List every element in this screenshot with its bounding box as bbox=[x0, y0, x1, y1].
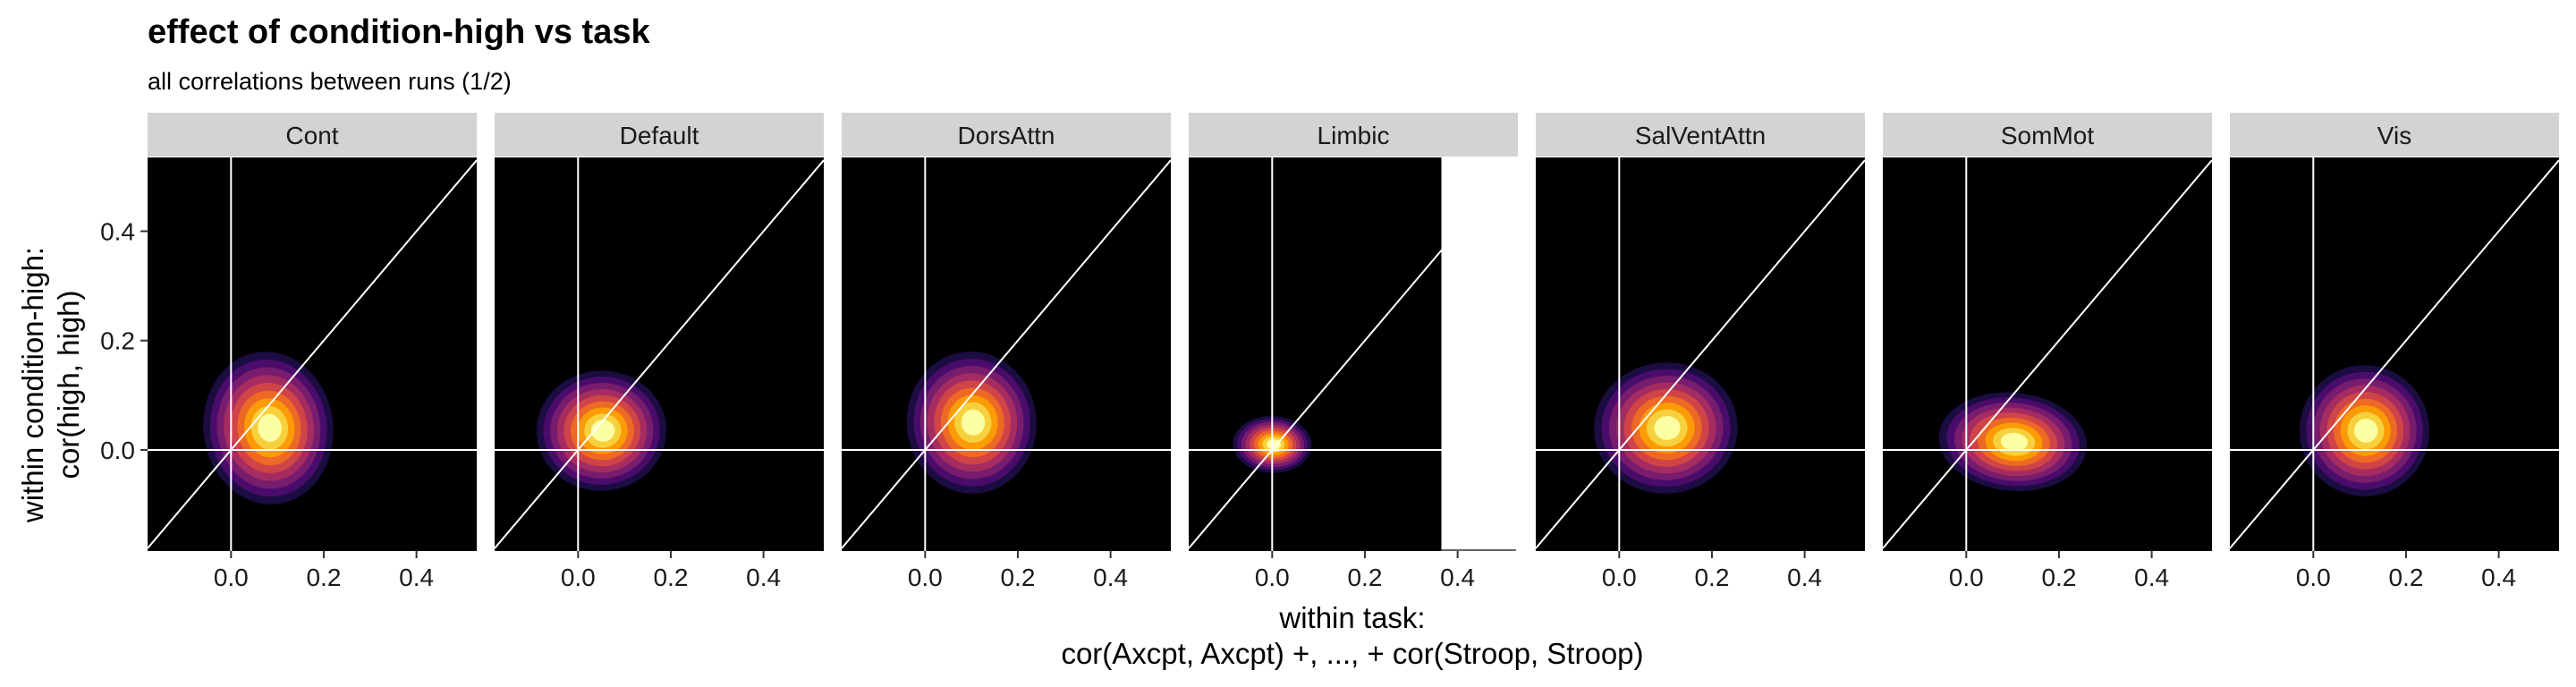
ref-line-diagonal bbox=[1883, 159, 2212, 549]
ref-line-diagonal bbox=[148, 159, 477, 549]
x-tick-label: 0.0 bbox=[908, 564, 943, 591]
y-tick-label: 0.0 bbox=[100, 437, 135, 464]
x-tick-label: 0.0 bbox=[1949, 564, 1984, 591]
density-contours bbox=[2299, 365, 2430, 496]
facet-sommot: SomMot 0.0 0.2 0.4 bbox=[1883, 113, 2212, 591]
x-tick-label: 0.4 bbox=[746, 564, 781, 591]
density-level-9 bbox=[1654, 416, 1681, 440]
facet-default: Default 0.0 0.2 0.4 bbox=[495, 113, 824, 591]
ref-line-diagonal bbox=[1536, 159, 1865, 549]
x-tick-label: 0.4 bbox=[399, 564, 434, 591]
x-tick-label: 0.2 bbox=[653, 564, 688, 591]
x-tick-label: 0.2 bbox=[1694, 564, 1729, 591]
x-tick-label: 0.2 bbox=[2388, 564, 2423, 591]
x-tick-label: 0.4 bbox=[1787, 564, 1822, 591]
y-axis-title-line2: cor(high, high) bbox=[52, 291, 85, 479]
facet-salventattn: SalVentAttn 0.0 0.2 0.4 bbox=[1536, 113, 1865, 591]
y-axis: 0.0 0.2 0.4 bbox=[100, 218, 148, 464]
facet-strip bbox=[842, 113, 1171, 157]
facet-strip bbox=[2230, 113, 2559, 157]
facet-vis: Vis 0.0 0.2 0.4 bbox=[2230, 113, 2559, 591]
facet-panels: Cont 0.0 0.2 0.4 Default 0.0 0.2 0.4 DorsAttn 0.0… bbox=[148, 113, 2559, 591]
ref-line-diagonal bbox=[1189, 249, 1442, 549]
facet-strip bbox=[1189, 113, 1518, 157]
facet-strip bbox=[1536, 113, 1865, 157]
facet-limbic: Limbic 0.0 0.2 0.4 bbox=[1189, 113, 1518, 591]
y-tick-label: 0.4 bbox=[100, 218, 135, 246]
density-level-9 bbox=[2000, 432, 2029, 452]
x-tick-label: 0.0 bbox=[561, 564, 596, 591]
facet-strip-label: Limbic bbox=[1318, 122, 1390, 149]
ref-line-diagonal bbox=[2230, 159, 2559, 549]
density-contours bbox=[906, 351, 1037, 494]
x-tick-label: 0.0 bbox=[1255, 564, 1290, 591]
facet-strip bbox=[148, 113, 477, 157]
facet-strip-label: DorsAttn bbox=[958, 122, 1055, 149]
density-contours bbox=[1938, 392, 2088, 492]
x-tick-label: 0.2 bbox=[1347, 564, 1382, 591]
y-tick-label: 0.2 bbox=[100, 327, 135, 355]
facet-cont: Cont 0.0 0.2 0.4 bbox=[148, 113, 477, 591]
x-axis-title-line1: within task: bbox=[1278, 601, 1425, 634]
x-axis-title-line2: cor(Axcpt, Axcpt) +, ..., + cor(Stroop, … bbox=[1061, 637, 1643, 670]
x-tick-label: 0.4 bbox=[2134, 564, 2169, 591]
x-tick-label: 0.0 bbox=[2296, 564, 2331, 591]
x-tick-label: 0.0 bbox=[1602, 564, 1637, 591]
chart-subtitle: all correlations between runs (1/2) bbox=[148, 68, 512, 95]
x-tick-label: 0.4 bbox=[1093, 564, 1128, 591]
facet-dorsattn: DorsAttn 0.0 0.2 0.4 bbox=[842, 113, 1171, 591]
ref-line-diagonal bbox=[842, 159, 1171, 549]
x-tick-label: 0.0 bbox=[214, 564, 249, 591]
facet-strip-label: Cont bbox=[285, 122, 338, 149]
density-contours bbox=[203, 352, 334, 505]
density-level-9 bbox=[258, 413, 282, 442]
x-tick-label: 0.4 bbox=[1440, 564, 1475, 591]
panel-background bbox=[1189, 157, 1442, 551]
facet-strip bbox=[1883, 113, 2212, 157]
density-level-9 bbox=[590, 420, 615, 442]
facet-strip-label: SomMot bbox=[2001, 122, 2094, 149]
facet-strip-label: SalVentAttn bbox=[1635, 122, 1766, 149]
x-tick-label: 0.2 bbox=[1000, 564, 1035, 591]
facet-strip-label: Default bbox=[620, 122, 699, 149]
y-axis-title-line1: within condition-high: bbox=[16, 247, 49, 523]
facet-strip bbox=[495, 113, 824, 157]
chart-title: effect of condition-high vs task bbox=[148, 13, 650, 51]
x-tick-label: 0.2 bbox=[2041, 564, 2076, 591]
facet-strip-label: Vis bbox=[2377, 122, 2411, 149]
x-tick-label: 0.2 bbox=[306, 564, 341, 591]
density-level-9 bbox=[961, 409, 986, 436]
density-level-9 bbox=[1267, 439, 1282, 450]
ref-line-diagonal bbox=[495, 159, 824, 549]
x-tick-label: 0.4 bbox=[2481, 564, 2516, 591]
density-level-9 bbox=[2353, 419, 2378, 443]
